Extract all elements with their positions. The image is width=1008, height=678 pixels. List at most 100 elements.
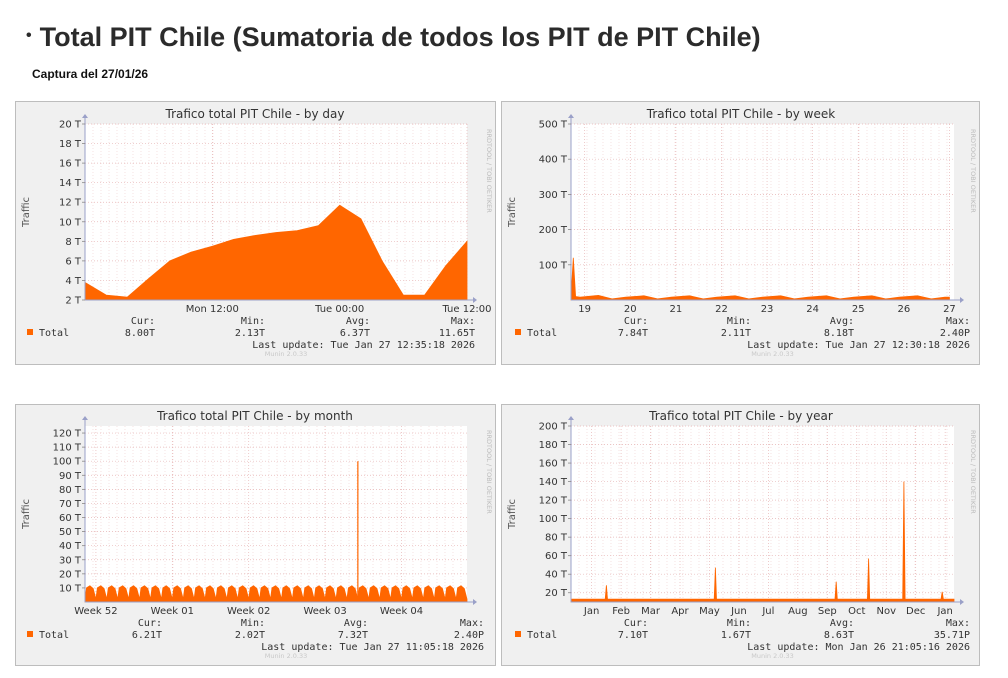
min-header: Min: [241,316,265,327]
rrdtool-credit: RRDTOOL / TOBI OETIKER [485,430,493,514]
y-tick-label: 400 T [539,155,568,166]
cur-value: 8.00T [125,328,155,339]
legend-swatch [515,631,521,637]
graph-by-day: Trafico total PIT Chile - by day Traffic… [15,101,496,365]
y-axis-arrow [568,416,574,420]
x-tick-label: Aug [788,606,808,617]
legend: Cur: Min: Avg: Max: Total 7.10T 1.67T 8.… [515,618,970,660]
last-update: Last update: Mon Jan 26 21:05:16 2026 [747,642,970,653]
x-tick-label: Feb [612,606,630,617]
legend: Cur: Min: Avg: Max: Total 7.84T 2.11T 8.… [515,316,970,358]
x-tick-label: 24 [806,304,819,315]
y-tick-label: 12 T [59,198,82,209]
x-axis-arrow [960,599,964,605]
y-axis-label: Traffic [21,499,32,530]
y-tick-label: 90 T [59,471,82,482]
y-tick-label: 100 T [539,514,568,525]
x-tick-label: Oct [848,606,865,617]
y-tick-label: 40 T [545,570,568,581]
legend: Cur: Min: Avg: Max: Total 6.21T 2.02T 7.… [27,618,484,660]
y-tick-label: 110 T [53,443,82,454]
avg-header: Avg: [344,618,368,629]
y-tick-label: 200 T [539,225,568,236]
x-tick-label: Jan [583,606,599,617]
max-value: 11.65T [439,328,475,339]
y-tick-label: 10 T [59,583,82,594]
max-value: 2.40P [454,630,484,641]
graph-by-year: Trafico total PIT Chile - by year Traffi… [501,404,980,666]
y-axis-arrow [568,114,574,118]
y-tick-label: 180 T [539,440,568,451]
x-tick-label: Tue 00:00 [314,304,364,315]
x-tick-label: Mar [641,606,661,617]
munin-version: Munin 2.0.33 [751,350,794,358]
cur-value: 6.21T [132,630,162,641]
x-tick-label: 27 [943,304,956,315]
y-tick-label: 100 T [53,457,82,468]
x-tick-label: 21 [670,304,683,315]
y-tick-label: 40 T [59,541,82,552]
y-tick-label: 80 T [59,485,82,496]
y-tick-label: 80 T [545,533,568,544]
max-value: 35.71P [934,630,970,641]
page-title-text: Total PIT Chile (Sumatoria de todos los … [39,22,761,52]
y-tick-label: 500 T [539,120,568,131]
x-tick-label: Week 01 [151,606,194,617]
max-value: 2.40P [940,328,970,339]
avg-header: Avg: [346,316,370,327]
series-area-total [570,481,955,603]
last-update: Last update: Tue Jan 27 12:35:18 2026 [252,340,475,351]
y-tick-label: 60 T [545,551,568,562]
x-tick-label: Dec [906,606,925,617]
munin-version: Munin 2.0.33 [751,652,794,660]
x-tick-label: Jan [936,606,952,617]
x-tick-label: Sep [818,606,837,617]
plot-area [571,426,954,602]
graph-by-month: Trafico total PIT Chile - by month Traff… [15,404,496,666]
min-value: 1.67T [721,630,751,641]
y-tick-label: 120 T [53,429,82,440]
x-tick-label: Jun [730,606,747,617]
y-tick-label: 200 T [539,422,568,433]
y-tick-label: 2 T [65,296,82,307]
y-tick-label: 14 T [59,178,82,189]
graph-title: Trafico total PIT Chile - by year [648,409,833,423]
y-tick-label: 20 T [59,120,82,131]
y-tick-label: 6 T [65,256,82,267]
x-tick-label: 25 [852,304,865,315]
plot-area [571,124,954,300]
cur-header: Cur: [138,618,162,629]
cur-header: Cur: [131,316,155,327]
x-tick-label: May [699,606,720,617]
x-tick-label: Week 52 [74,606,117,617]
y-tick-label: 8 T [65,237,82,248]
min-value: 2.02T [235,630,265,641]
max-header: Max: [946,316,970,327]
legend-name: Total [39,630,69,641]
y-tick-label: 120 T [539,496,568,507]
x-tick-label: 20 [624,304,637,315]
avg-header: Avg: [830,316,854,327]
graph-title: Trafico total PIT Chile - by week [646,107,835,121]
last-update: Last update: Tue Jan 27 12:30:18 2026 [747,340,970,351]
y-axis-label: Traffic [21,197,32,228]
cur-value: 7.10T [618,630,648,641]
y-tick-label: 160 T [539,459,568,470]
avg-value: 7.32T [338,630,368,641]
series-area-total [570,257,950,301]
x-tick-label: 22 [715,304,728,315]
min-header: Min: [241,618,265,629]
munin-version: Munin 2.0.33 [265,652,308,660]
y-axis-arrow [82,114,88,118]
y-tick-label: 16 T [59,159,82,170]
y-tick-label: 50 T [59,527,82,538]
cur-header: Cur: [624,316,648,327]
legend-name: Total [527,328,557,339]
x-axis-arrow [473,599,477,605]
min-header: Min: [727,316,751,327]
avg-value: 8.63T [824,630,854,641]
last-update: Last update: Tue Jan 27 11:05:18 2026 [261,642,484,653]
title-bullet: • [26,26,32,44]
plot-area [85,426,467,602]
x-axis-arrow [960,297,964,303]
